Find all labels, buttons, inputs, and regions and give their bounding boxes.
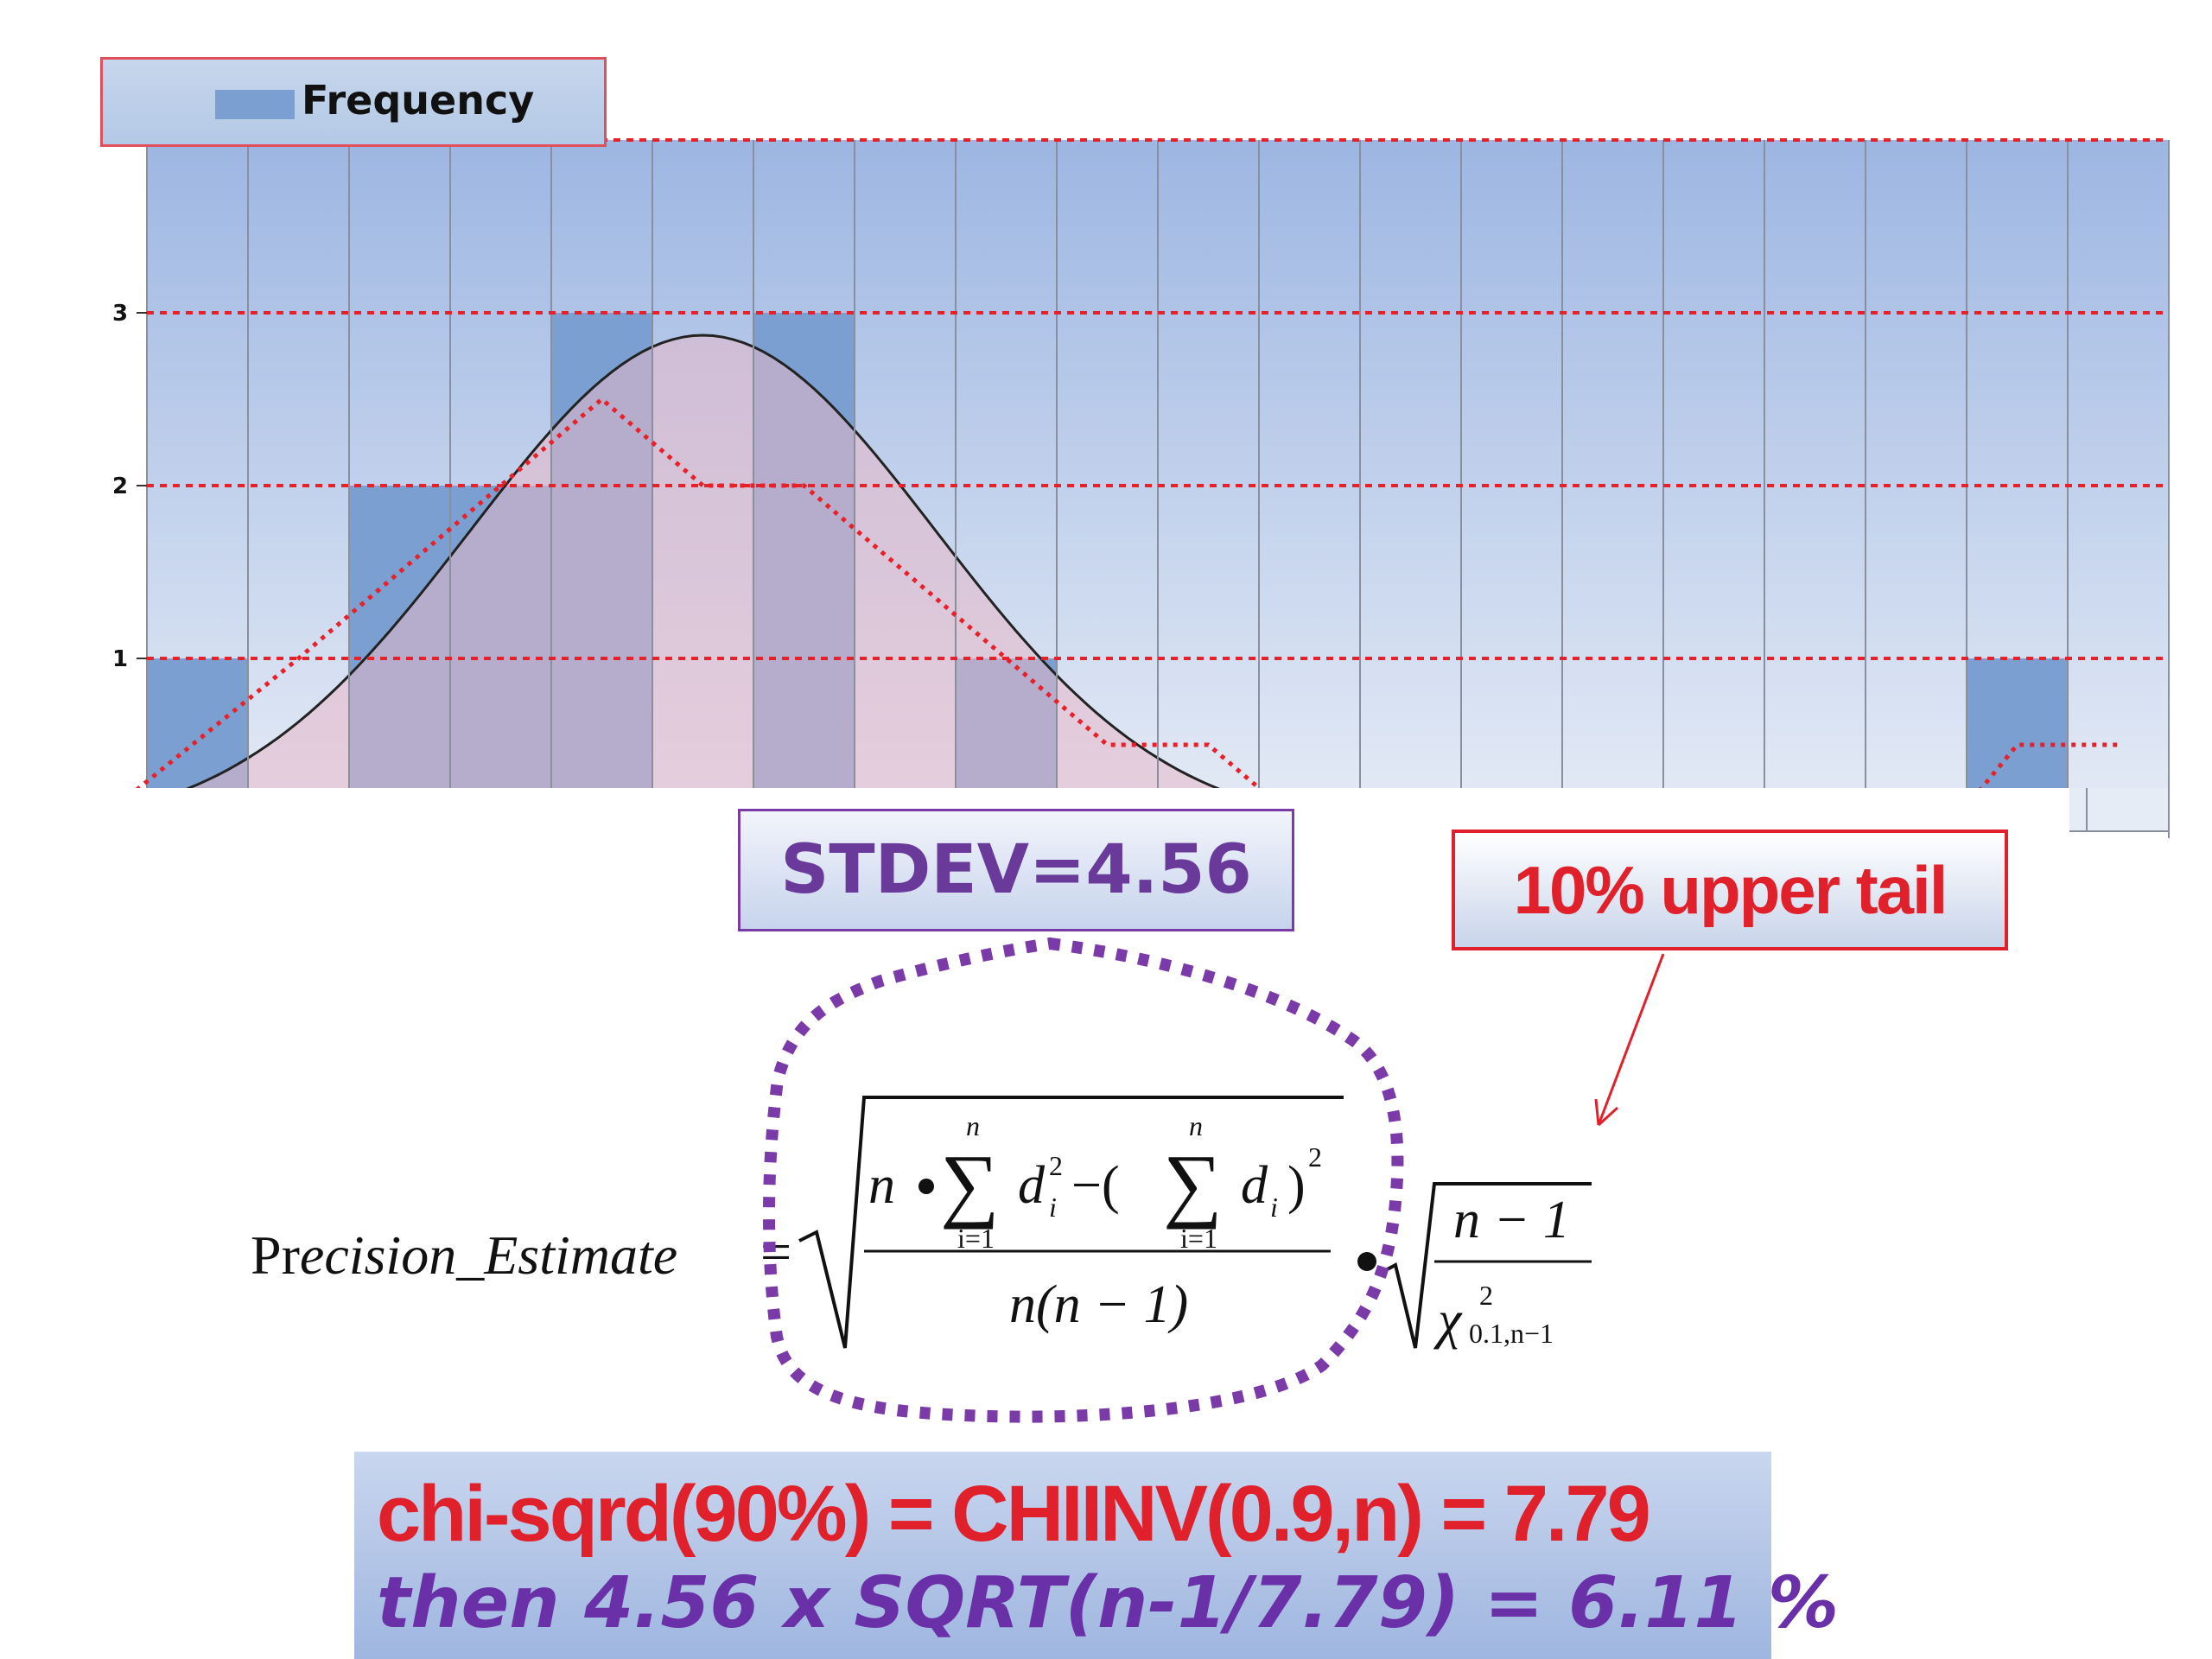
bar-1 xyxy=(147,658,248,788)
formula-lhs-upright: Pr xyxy=(251,1224,300,1286)
plot-edge-remnant xyxy=(2069,788,2169,831)
legend-swatch-frequency xyxy=(215,90,295,119)
bar-19 xyxy=(1967,658,2068,788)
upper-tail-label: 10% upper tail xyxy=(1513,851,1948,928)
legend-label-frequency: Frequency xyxy=(302,77,535,124)
upper-tail-callout: 10% upper tail xyxy=(1452,830,2008,950)
normal-curve xyxy=(185,334,1221,788)
formula-equals: = xyxy=(760,1221,792,1282)
chart-legend: Frequency xyxy=(100,57,607,147)
moving-average-line xyxy=(135,396,1262,788)
y-tick-label-3: 3 xyxy=(112,301,128,327)
formula-lhs-italic: ecision_Estimate xyxy=(299,1224,678,1286)
chi-squared-line: chi-sqrd(90%) = CHIINV(0.9,n) = 7.79 xyxy=(377,1470,1651,1558)
stdev-label: STDEV=4.56 xyxy=(780,831,1252,909)
y-tick-label-1: 1 xyxy=(112,646,128,672)
y-tick-label-2: 2 xyxy=(112,474,128,499)
normal-curve-fill xyxy=(188,335,1217,788)
stdev-callout: STDEV=4.56 xyxy=(738,809,1294,931)
formula-lhs: Precision_Estimate xyxy=(251,1224,677,1287)
precision-result-line: then 4.56 x SQRT(n-1/7.79) = 6.11 % xyxy=(377,1562,1840,1644)
moving-average-line-tail xyxy=(1979,742,2119,788)
result-panel: chi-sqrd(90%) = CHIINV(0.9,n) = 7.79 the… xyxy=(354,1452,1839,1659)
